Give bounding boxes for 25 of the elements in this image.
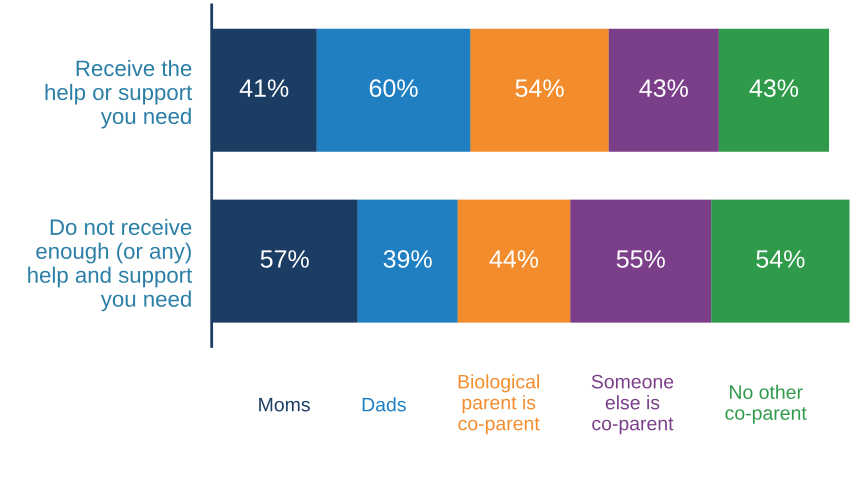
text: No other co-parent <box>725 384 807 424</box>
data-label: 39% <box>384 250 432 268</box>
bar <box>316 28 470 152</box>
data-label: 54% <box>516 79 564 97</box>
bar <box>570 200 712 323</box>
bar <box>358 200 458 323</box>
data-label: 41% <box>240 79 288 97</box>
data-label: 43% <box>639 79 688 97</box>
bar <box>458 200 570 323</box>
data-label: 57% <box>260 250 309 268</box>
data-label: 43% <box>750 79 798 97</box>
data-label: 54% <box>756 250 804 268</box>
y-tick-label: Receive the help or support you need <box>46 60 192 128</box>
text: Biological parent is co-parent <box>458 374 540 434</box>
bar <box>711 200 850 323</box>
text: Someone else is co-parent <box>592 374 674 434</box>
text: Dads <box>362 397 406 412</box>
data-label: 44% <box>490 250 538 268</box>
bar <box>608 28 719 152</box>
data-label: 60% <box>370 79 418 97</box>
text: Moms <box>259 398 310 412</box>
bar <box>470 28 609 152</box>
bar <box>718 28 830 152</box>
data-label: 55% <box>616 250 665 268</box>
y-tick-label: Do not receive enough (or any) help and support you need <box>28 218 192 312</box>
